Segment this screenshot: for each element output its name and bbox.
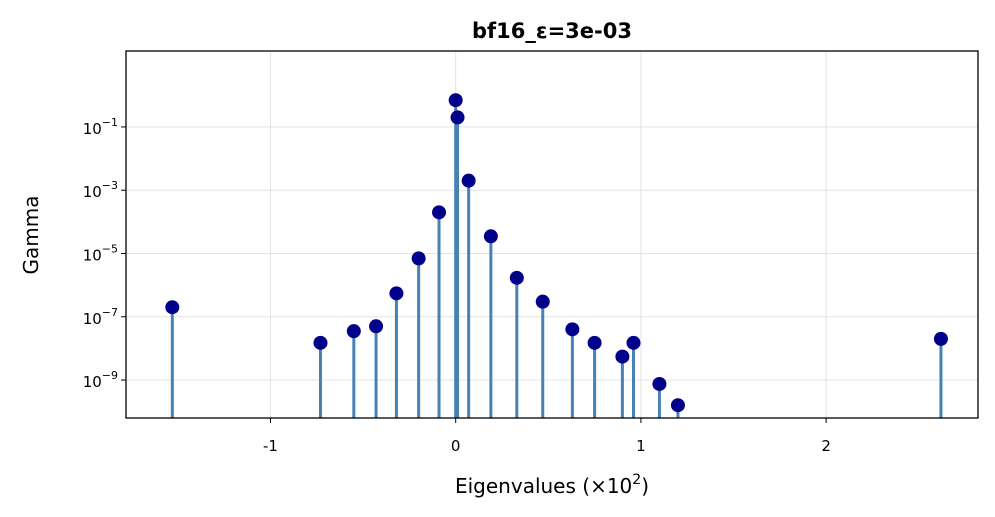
data-point xyxy=(565,322,580,337)
data-point xyxy=(587,335,602,350)
y-tick-label-base: 10 xyxy=(83,373,102,391)
y-tick-label-base: 10 xyxy=(83,183,102,201)
data-point xyxy=(652,376,667,391)
stems xyxy=(170,100,943,418)
data-point xyxy=(461,173,476,188)
plot-frame xyxy=(125,50,979,419)
data-point xyxy=(313,335,328,350)
data-point xyxy=(369,319,384,334)
y-tick-label-base: 10 xyxy=(83,246,102,264)
grid xyxy=(126,51,978,418)
y-tick-label-base: 10 xyxy=(83,120,102,138)
y-tick-label-exponent: −3 xyxy=(102,179,118,192)
data-point xyxy=(448,93,463,108)
y-tick-label: 10−9 xyxy=(83,369,118,391)
y-axis-label: Gamma xyxy=(19,196,43,275)
data-point xyxy=(535,294,550,309)
x-tick-label: 0 xyxy=(451,437,461,455)
data-point xyxy=(626,335,641,350)
data-point xyxy=(670,398,685,413)
data-point xyxy=(933,331,948,346)
x-axis-label-sup: 2 xyxy=(632,472,641,488)
x-axis-label: Eigenvalues (×102) xyxy=(455,472,649,498)
data-point xyxy=(389,286,404,301)
data-point xyxy=(483,229,498,244)
y-axis-ticks: 10−110−310−510−710−9 xyxy=(83,116,126,391)
data-point xyxy=(432,205,447,220)
y-tick-label-base: 10 xyxy=(83,310,102,328)
y-tick-label: 10−7 xyxy=(83,306,118,328)
x-tick-label: -1 xyxy=(263,437,278,455)
y-tick-label-exponent: −7 xyxy=(102,306,118,319)
y-tick-label-exponent: −5 xyxy=(102,242,118,255)
x-axis-label-text: Eigenvalues (×10 xyxy=(455,474,632,498)
data-point xyxy=(346,324,361,339)
chart-title: bf16_ε=3e-03 xyxy=(472,19,632,43)
x-tick-label: 2 xyxy=(821,437,831,455)
markers xyxy=(165,93,948,413)
x-axis-label-close: ) xyxy=(641,474,649,498)
data-point xyxy=(615,349,630,364)
data-point xyxy=(450,110,465,125)
y-tick-label-exponent: −9 xyxy=(102,369,118,382)
data-point xyxy=(411,251,426,266)
y-tick-label-exponent: −1 xyxy=(102,116,118,129)
y-tick-label: 10−3 xyxy=(83,179,118,201)
x-axis-ticks: -1 0 1 2 xyxy=(263,418,831,455)
y-tick-label: 10−1 xyxy=(83,116,118,138)
data-point xyxy=(165,300,180,315)
y-tick-label: 10−5 xyxy=(83,242,118,264)
x-tick-label: 1 xyxy=(636,437,646,455)
data-point xyxy=(509,270,524,285)
